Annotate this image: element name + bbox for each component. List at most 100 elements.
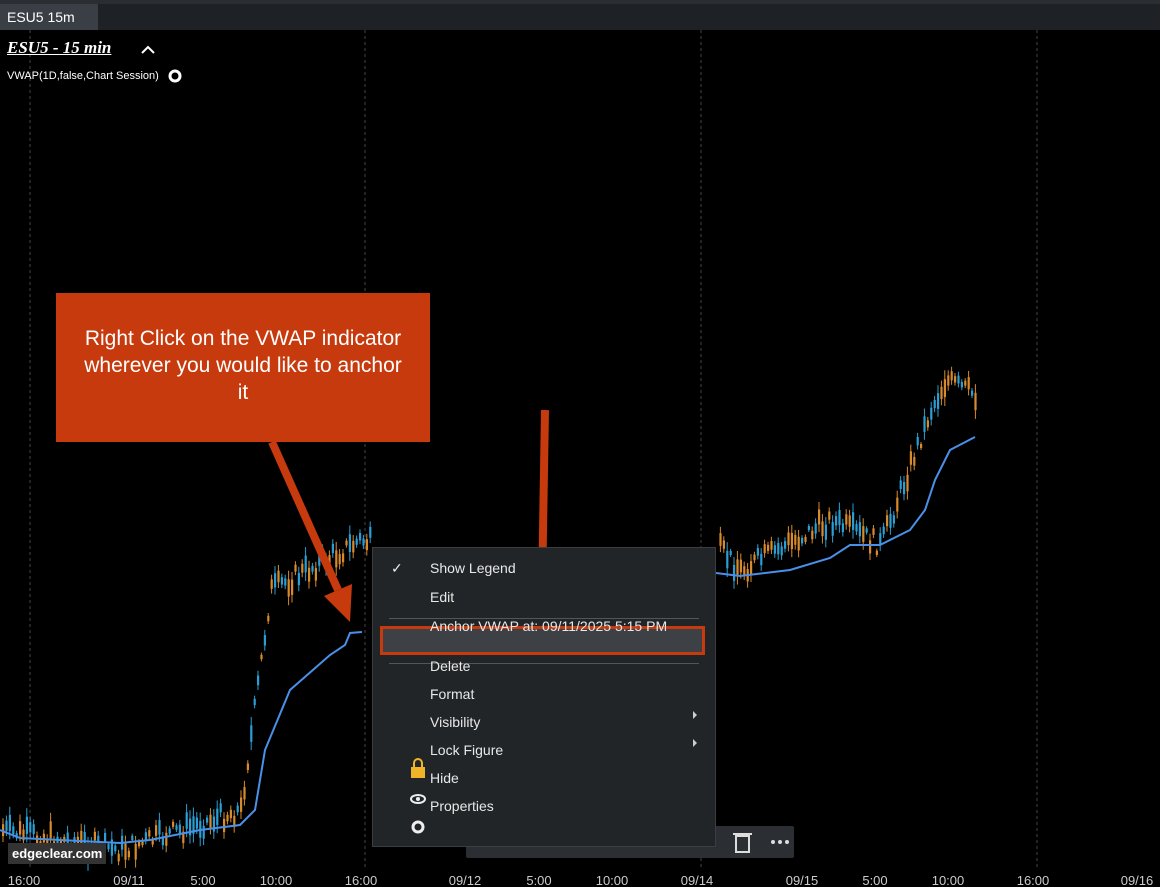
candle-body (206, 817, 209, 823)
menu-item[interactable]: Visibility (430, 714, 481, 730)
candle-body (811, 530, 814, 540)
candle-body (209, 814, 212, 828)
menu-item[interactable]: Anchor VWAP at: 09/11/2025 5:15 PM (430, 618, 668, 634)
tab-bar (0, 0, 1160, 30)
x-tick-label: 10:00 (259, 873, 293, 887)
chart-title[interactable]: ESU5 - 15 min (7, 38, 112, 57)
candle-body (73, 837, 76, 848)
candle-body (926, 420, 929, 428)
candle-body (937, 393, 940, 409)
menu-item[interactable]: Lock Figure (430, 742, 504, 758)
candle-body (107, 844, 110, 850)
candle-body (760, 553, 763, 566)
candle-body (971, 390, 974, 396)
candle-body (345, 540, 348, 546)
candle-body (263, 635, 266, 646)
candle-body (338, 554, 341, 565)
candle-body (97, 835, 100, 846)
menu-item[interactable]: Properties (430, 798, 494, 814)
menu-item[interactable]: Format (430, 686, 475, 702)
tab[interactable]: ESU5 15m (0, 4, 98, 30)
x-tick-label: 09/16 (1120, 873, 1154, 887)
candle-body (83, 831, 86, 847)
candle-body (335, 550, 338, 568)
candle-body (253, 698, 256, 706)
candle-body (104, 832, 107, 842)
candle-body (916, 436, 919, 446)
candle-body (947, 375, 950, 386)
day-separators (29, 30, 1038, 870)
candle-body (66, 832, 69, 847)
candle-body (8, 814, 11, 832)
candle-body (858, 522, 861, 537)
candle-body (770, 541, 773, 550)
candle-body (124, 843, 127, 860)
candle-body (903, 481, 906, 495)
candle-body (784, 541, 787, 549)
candle-body (229, 809, 232, 819)
candle-body (722, 540, 725, 549)
candle-body (178, 824, 181, 834)
candle-body (192, 816, 195, 834)
candle-body (168, 828, 171, 834)
candle-body (726, 550, 729, 569)
candle-body (736, 559, 739, 577)
candle-body (212, 816, 215, 832)
candle-body (818, 509, 821, 525)
candle-body (879, 533, 882, 546)
x-tick-label: 5:00 (862, 873, 888, 887)
candle-body (233, 815, 236, 828)
menu-item[interactable]: Edit (430, 589, 455, 605)
candle-body (828, 511, 831, 520)
candle-body (855, 523, 858, 532)
indicator-legend[interactable]: VWAP(1D,false,Chart Session) (7, 70, 159, 82)
candle-body (756, 548, 759, 556)
x-tick-label: 09/11 (113, 873, 145, 887)
candle-body (875, 550, 878, 555)
candle-body (165, 832, 168, 846)
candle-body (158, 820, 161, 835)
candle-body (780, 546, 783, 556)
candle-body (12, 826, 15, 835)
candle-body (114, 845, 117, 852)
candle-body (801, 537, 804, 544)
candle-body (950, 371, 953, 381)
candle-body (134, 843, 137, 860)
menu-item[interactable]: Delete (430, 658, 471, 674)
candle-body (865, 528, 868, 533)
candle-body (331, 543, 334, 554)
candle-body (906, 474, 909, 492)
candle-body (920, 443, 923, 449)
candle-body (365, 539, 368, 551)
candle-body (913, 456, 916, 466)
candle-body (148, 830, 151, 837)
candle-body (852, 512, 855, 530)
candle-body (967, 377, 970, 390)
candle-body (138, 841, 141, 847)
x-tick-label: 10:00 (931, 873, 965, 887)
candle-body (974, 392, 977, 411)
x-tick-label: 5:00 (190, 873, 216, 887)
menu-item[interactable]: Hide (430, 770, 459, 786)
candle-body (777, 542, 780, 555)
menu-item[interactable]: Show Legend (430, 560, 516, 576)
candle-body (277, 570, 280, 583)
candle-body (841, 523, 844, 533)
candle-body (909, 451, 912, 465)
candle-body (964, 380, 967, 386)
candle-body (175, 825, 178, 830)
candle-body (131, 835, 134, 841)
candle-body (807, 526, 810, 531)
candle-body (216, 808, 219, 825)
candle-body (291, 579, 294, 595)
candle-body (369, 526, 372, 538)
candle-body (93, 831, 96, 841)
watermark: edgeclear.com (8, 843, 107, 864)
candle-body (250, 725, 253, 742)
candle-body (297, 572, 300, 586)
candle-body (260, 654, 263, 660)
candle-body (151, 839, 154, 845)
candle-body (22, 829, 25, 841)
candle-body (161, 836, 164, 846)
